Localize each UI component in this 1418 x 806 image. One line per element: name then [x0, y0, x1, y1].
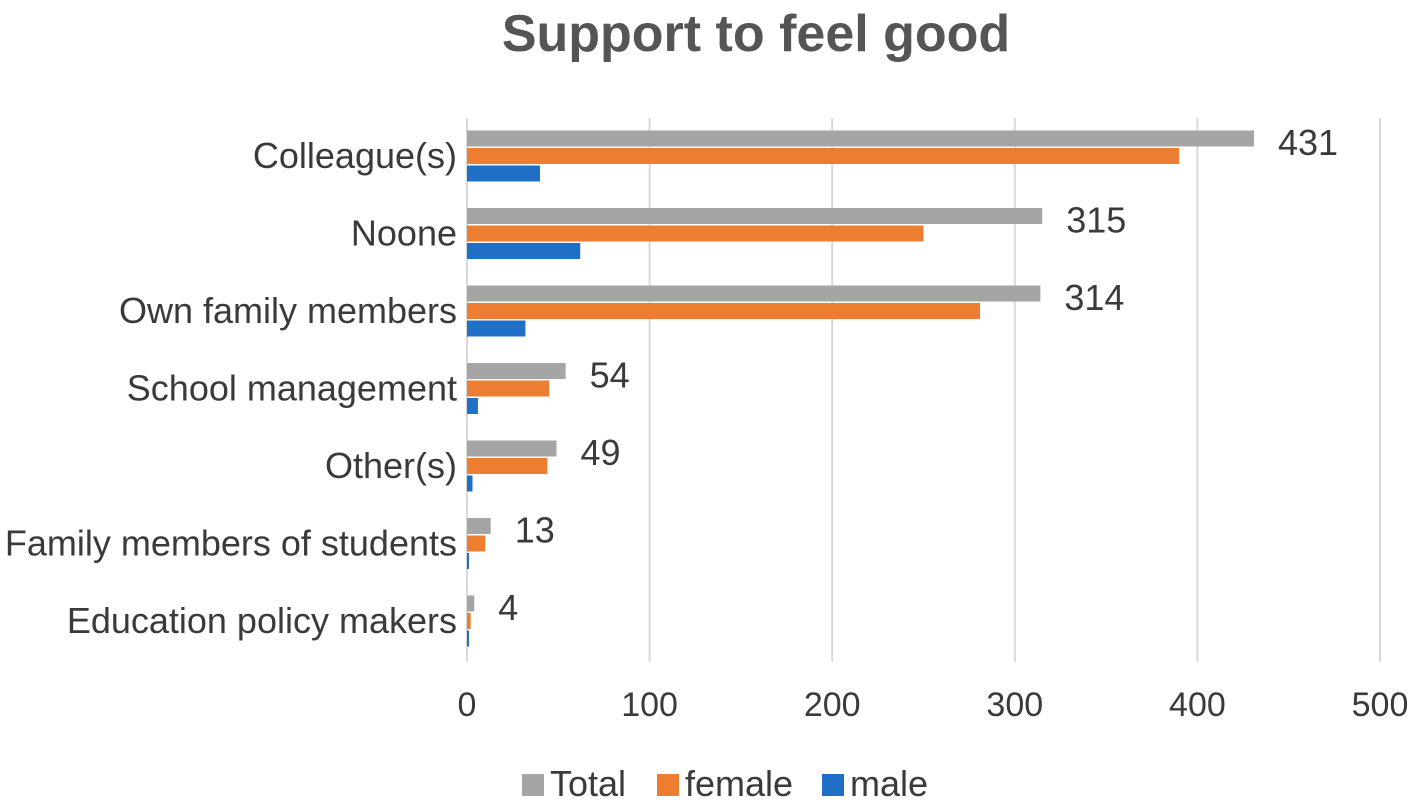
bar-female [467, 225, 924, 242]
x-tick-label: 0 [458, 686, 477, 724]
category-label: Other(s) [325, 445, 457, 486]
x-tick-label: 100 [621, 686, 678, 724]
category-labels: Colleague(s) Noone Own family members Schoo… [5, 135, 457, 641]
bar-male [467, 243, 581, 259]
bar-female [467, 380, 550, 397]
data-label: 4 [498, 587, 518, 628]
bar-total [467, 595, 475, 612]
legend-swatch-female [657, 774, 679, 796]
x-tick-label: 400 [1169, 686, 1226, 724]
data-label: 315 [1066, 200, 1126, 241]
category-label: Education policy makers [67, 600, 457, 641]
bar-total [467, 208, 1043, 224]
category-label: School management [127, 368, 457, 409]
bar-total [467, 285, 1041, 302]
bar-total [467, 130, 1255, 147]
data-label: 431 [1278, 122, 1338, 163]
category-label: Own family members [119, 290, 457, 331]
data-label: 13 [515, 510, 555, 551]
data-label: 314 [1064, 277, 1124, 318]
bar-female [467, 458, 548, 474]
category-label: Noone [351, 213, 457, 254]
legend-label-male: male [850, 763, 928, 804]
bar-female [467, 535, 486, 552]
bar-male [467, 320, 526, 337]
bar-female [467, 613, 471, 629]
bar-male [467, 165, 541, 182]
bar-total [467, 518, 491, 534]
bar-male [467, 398, 478, 414]
bar-female [467, 303, 981, 319]
legend-label-female: female [685, 763, 793, 804]
bar-total [467, 363, 566, 379]
x-axis-ticks: 0 100 200 300 400 500 [458, 686, 1409, 724]
data-label: 54 [590, 355, 630, 396]
x-tick-label: 500 [1352, 686, 1409, 724]
legend-label-total: Total [550, 763, 626, 804]
legend: Total female male [522, 763, 928, 804]
bar-total [467, 440, 557, 457]
chart-title: Support to feel good [501, 5, 1011, 63]
data-labels: 431 315 314 54 49 13 4 [498, 122, 1338, 628]
data-label: 49 [580, 432, 620, 473]
legend-swatch-male [822, 774, 844, 796]
bars [467, 130, 1255, 647]
x-tick-label: 200 [804, 686, 861, 724]
bar-male [467, 475, 473, 492]
category-label: Family members of students [5, 523, 457, 564]
category-label: Colleague(s) [253, 135, 457, 176]
legend-swatch-total [522, 774, 544, 796]
x-tick-label: 300 [986, 686, 1043, 724]
bar-male [467, 553, 469, 569]
bar-female [467, 148, 1180, 164]
bar-male [467, 630, 469, 647]
